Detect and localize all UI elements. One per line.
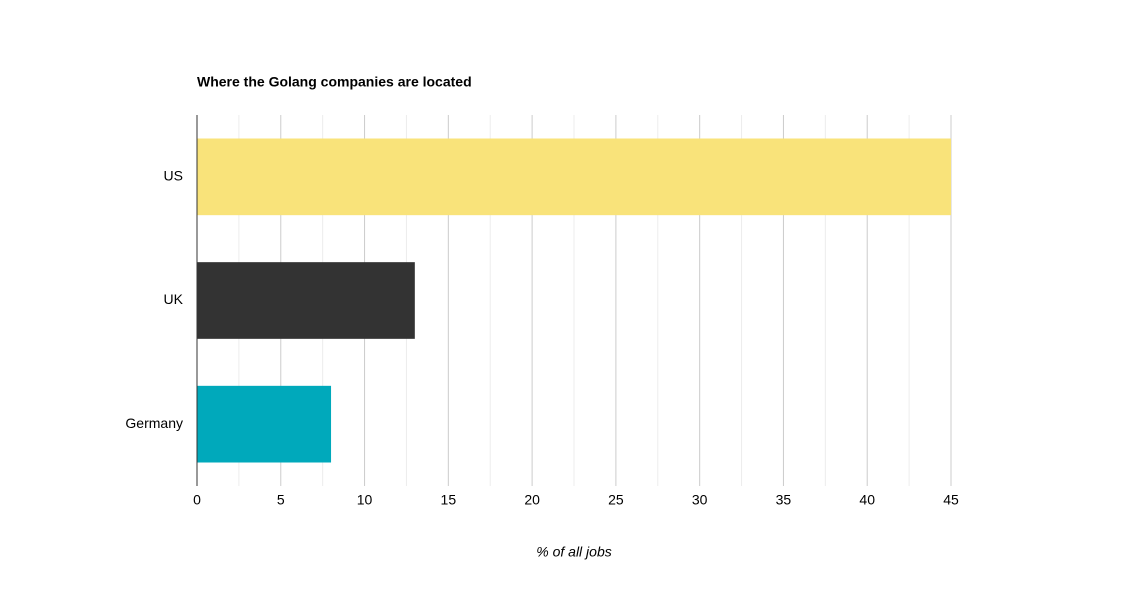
x-tick-label: 10	[357, 492, 373, 508]
x-tick-label: 40	[859, 492, 875, 508]
x-tick-label: 25	[608, 492, 624, 508]
x-tick-label: 0	[193, 492, 201, 508]
y-tick-label: Germany	[125, 415, 183, 431]
y-tick-label: UK	[164, 291, 184, 307]
x-tick-label: 35	[776, 492, 792, 508]
x-tick-label: 5	[277, 492, 285, 508]
bar	[197, 138, 951, 216]
bar	[197, 385, 332, 463]
chart-title: Where the Golang companies are located	[197, 74, 472, 90]
x-axis-title: % of all jobs	[536, 544, 611, 560]
x-tick-label: 45	[943, 492, 959, 508]
y-tick-label: US	[164, 168, 183, 184]
x-tick-label: 15	[441, 492, 457, 508]
x-tick-label: 20	[524, 492, 540, 508]
x-tick-label: 30	[692, 492, 708, 508]
bar	[197, 262, 415, 339]
